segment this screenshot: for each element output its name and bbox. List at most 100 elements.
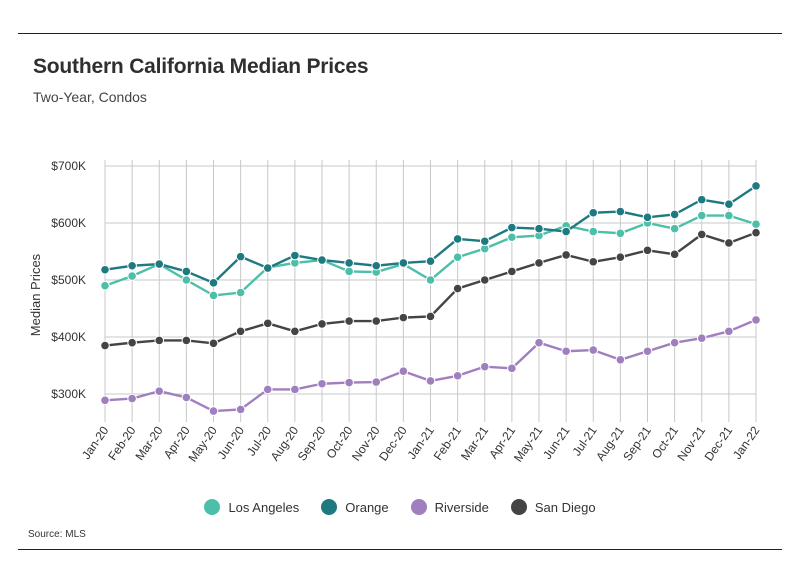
riverside-point [669,337,680,348]
los-angeles-point [344,266,354,277]
los-angeles-point [696,210,707,221]
riverside-point [425,376,436,386]
riverside-point [588,345,599,355]
x-tick-label: Dec-20 [376,423,410,463]
san-diego-point [290,326,300,337]
riverside-point [561,346,571,357]
legend-item-los-angeles: Los Angeles [204,499,299,515]
san-diego-point [561,250,571,260]
legend-item-riverside: Riverside [410,499,489,515]
top-rule [18,33,782,34]
san-diego-point [642,245,653,256]
orange-point [127,260,137,271]
san-diego-point [100,340,110,351]
riverside-point [154,386,165,396]
san-diego-point [154,335,165,346]
x-tick-label: Feb-21 [431,423,464,462]
orange-point [534,223,544,234]
orange-point [290,250,300,261]
san-diego-point [452,283,463,294]
los-angeles-point [724,210,734,221]
orange-point [398,258,409,268]
orange-point [235,251,246,262]
y-tick-label: $600K [51,216,86,230]
riverside-point [642,346,653,357]
riverside-point [262,384,273,395]
x-tick-label: Jun-20 [215,423,248,461]
bottom-rule [18,549,782,550]
san-diego-point [371,316,382,326]
los-angeles-point [235,287,246,298]
san-diego-point [127,337,137,348]
x-tick-label: Jan-22 [730,423,763,461]
x-tick-label: Jun-21 [540,423,573,461]
orange-point [371,260,382,271]
los-angeles-point [669,223,680,234]
orange-point [208,278,219,288]
los-angeles-point [100,280,110,291]
riverside-point [696,333,707,343]
riverside-point [507,363,517,374]
riverside-point [534,337,544,348]
los-angeles-point [507,232,517,243]
los-angeles-point [751,219,761,229]
riverside-point [344,377,354,388]
los-angeles-point [452,252,463,263]
riverside-point [724,326,734,337]
x-tick-label: May-21 [511,423,546,464]
x-tick-label: May-20 [186,423,221,464]
riverside-point [100,395,110,406]
legend-marker [510,499,527,515]
orange-point [344,258,354,268]
san-diego-point [696,229,707,240]
orange-point [452,234,463,244]
orange-point [669,209,680,220]
x-tick-label: Mar-21 [458,423,491,462]
y-tick-label: $500K [51,273,86,287]
orange-point [642,212,653,223]
legend-marker [204,499,221,515]
orange-point [154,259,165,269]
riverside-point [452,370,463,381]
san-diego-point [425,311,436,322]
los-angeles-point [208,290,219,301]
san-diego-point [208,338,219,349]
los-angeles-point [425,275,436,285]
los-angeles-point [615,228,626,239]
orange-point [588,207,599,218]
san-diego-point [235,326,246,337]
legend-label: San Diego [534,499,596,515]
orange-point [615,206,626,217]
orange-point [507,222,517,233]
riverside-point [479,361,490,372]
riverside-point [751,315,761,325]
x-tick-label: Sep-20 [295,423,329,463]
chart-subtitle: Two-Year, Condos [33,89,147,105]
orange-point [262,263,273,273]
san-diego-point [615,252,626,263]
x-tick-label: Dec-21 [702,423,736,463]
san-diego-point [534,258,544,268]
riverside-point [371,377,382,387]
x-tick-label: Feb-20 [105,423,138,462]
san-diego-point [724,238,734,248]
orange-point [181,266,192,277]
riverside-point [398,366,409,377]
orange-point [100,264,110,275]
san-diego-point [507,266,517,277]
riverside-point [615,355,626,365]
x-tick-label: Sep-21 [620,423,654,463]
orange-point [479,236,490,247]
legend-item-san-diego: San Diego [510,499,596,515]
san-diego-point [479,275,490,285]
y-axis-label: Median Prices [28,253,43,336]
los-angeles-point [588,226,599,237]
chart-title: Southern California Median Prices [33,55,369,78]
orange-point [561,226,571,237]
orange-point [317,255,327,265]
san-diego-point [588,256,599,267]
riverside-point [235,404,246,415]
san-diego-point [669,249,680,260]
los-angeles-point [127,271,137,281]
